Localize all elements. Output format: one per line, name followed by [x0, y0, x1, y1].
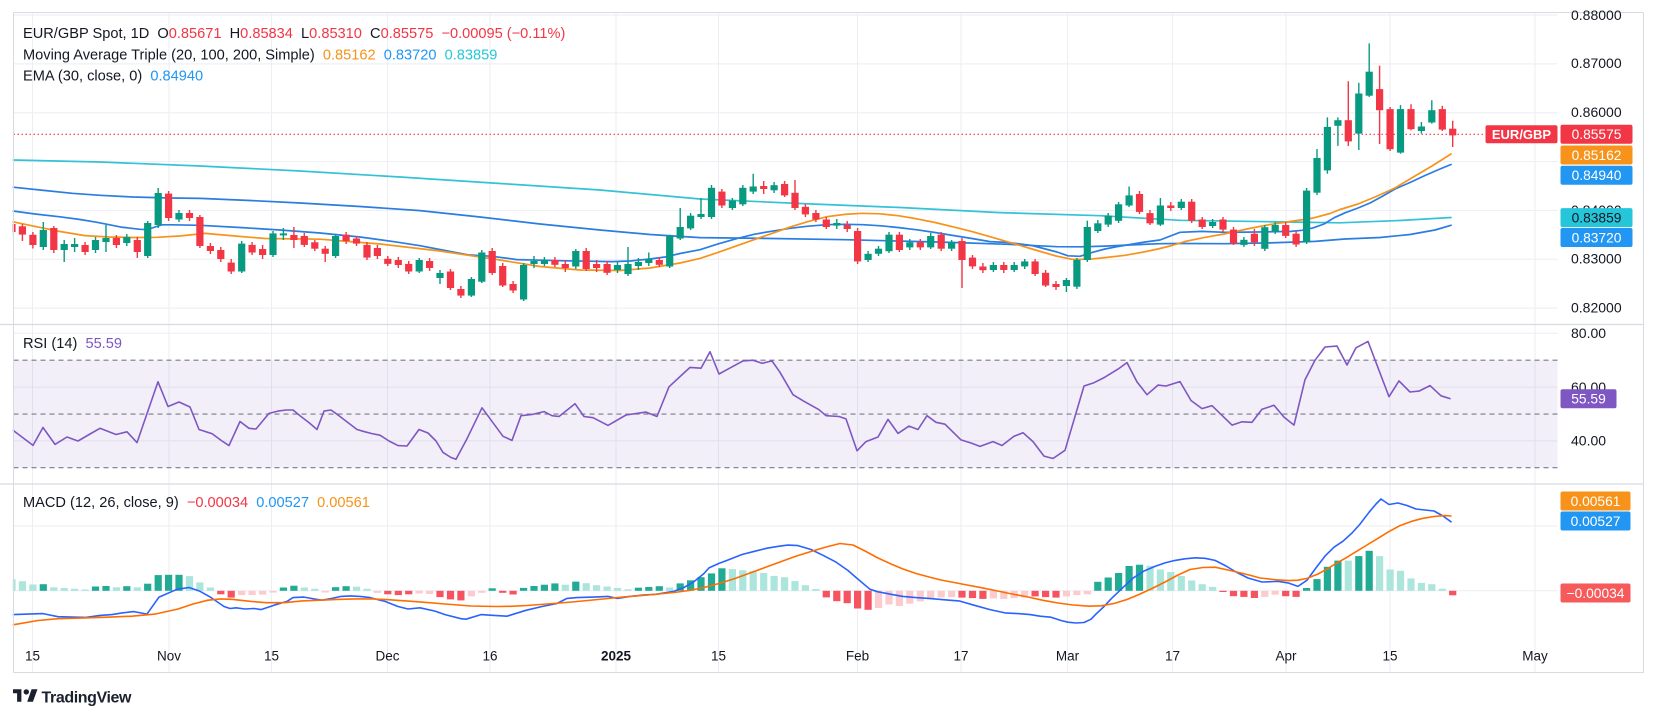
svg-text:EUR/GBP: EUR/GBP	[1492, 127, 1552, 142]
svg-text:0.83000: 0.83000	[1571, 251, 1622, 267]
svg-text:Apr: Apr	[1275, 649, 1297, 664]
svg-text:EMA (30, close, 0) 0.84940: EMA (30, close, 0) 0.84940	[23, 69, 203, 85]
svg-text:RSI (14) 55.59: RSI (14) 55.59	[23, 336, 122, 352]
svg-text:2025: 2025	[601, 649, 632, 664]
svg-text:0.87000: 0.87000	[1571, 55, 1622, 71]
svg-text:0.83720: 0.83720	[1572, 230, 1622, 245]
svg-text:17: 17	[1165, 649, 1180, 664]
svg-text:Moving Average Triple (20, 100: Moving Average Triple (20, 100, 200, Sim…	[23, 48, 497, 64]
svg-text:Dec: Dec	[375, 649, 399, 664]
svg-text:15: 15	[25, 649, 40, 664]
svg-text:MACD (12, 26, close, 9) −0.00: MACD (12, 26, close, 9) −0.00034 0.00527…	[23, 495, 370, 511]
svg-text:0.88000: 0.88000	[1571, 7, 1622, 23]
svg-text:TradingView: TradingView	[42, 690, 133, 707]
svg-text:−0.00034: −0.00034	[1567, 586, 1625, 601]
svg-text:0.00561: 0.00561	[1571, 494, 1621, 509]
svg-text:EUR/GBP Spot, 1D O0.85671 H0: EUR/GBP Spot, 1D O0.85671 H0.85834 L0.85…	[23, 26, 565, 42]
svg-text:80.00: 80.00	[1571, 325, 1606, 341]
svg-text:40.00: 40.00	[1571, 433, 1606, 449]
svg-text:0.00527: 0.00527	[1571, 514, 1621, 529]
svg-text:0.86000: 0.86000	[1571, 104, 1622, 120]
svg-text:0.82000: 0.82000	[1571, 300, 1622, 316]
svg-text:0.85575: 0.85575	[1572, 127, 1622, 142]
svg-text:Mar: Mar	[1056, 649, 1080, 664]
svg-text:55.59: 55.59	[1571, 392, 1606, 407]
svg-text:15: 15	[711, 649, 726, 664]
svg-text:May: May	[1522, 649, 1548, 664]
svg-text:15: 15	[1382, 649, 1397, 664]
svg-text:0.83859: 0.83859	[1572, 210, 1622, 225]
svg-text:0.84940: 0.84940	[1572, 168, 1622, 183]
svg-text:Nov: Nov	[157, 649, 181, 664]
svg-text:17: 17	[953, 649, 968, 664]
svg-text:15: 15	[264, 649, 279, 664]
svg-text:16: 16	[482, 649, 497, 664]
svg-text:0.85162: 0.85162	[1572, 148, 1622, 163]
svg-text:Feb: Feb	[846, 649, 869, 664]
